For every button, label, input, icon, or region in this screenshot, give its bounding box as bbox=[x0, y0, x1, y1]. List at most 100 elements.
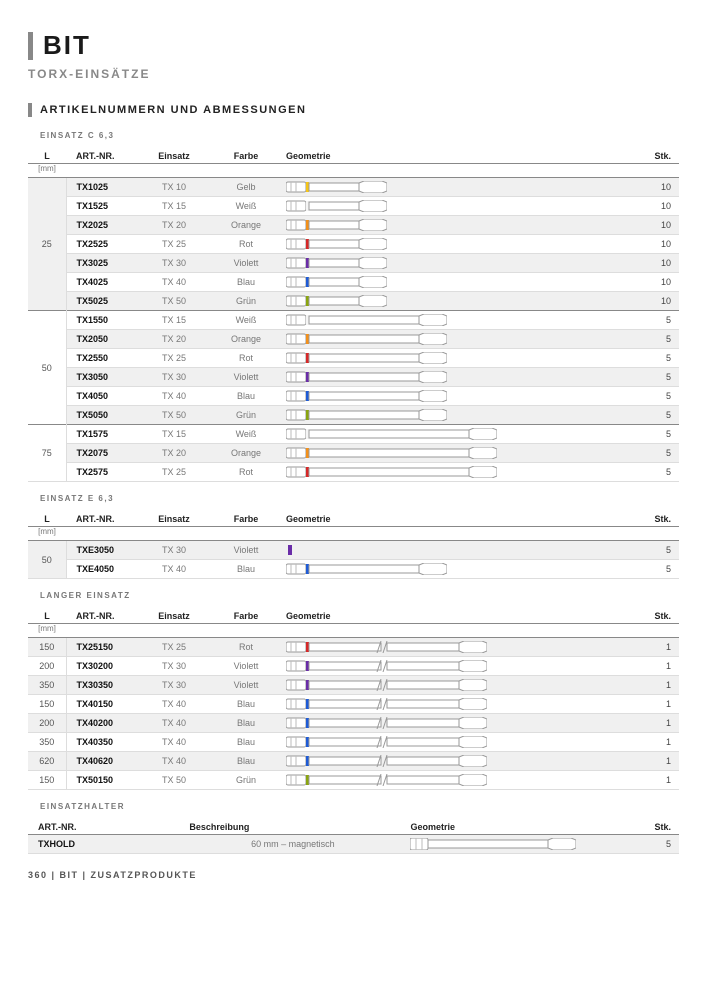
cell-einsatz: TX 25 bbox=[138, 463, 210, 482]
cell-geo bbox=[282, 406, 637, 425]
cell-stk: 1 bbox=[637, 695, 679, 714]
subsection-label: EINSATZHALTER bbox=[40, 802, 679, 811]
cell-einsatz: TX 40 bbox=[138, 733, 210, 752]
cell-einsatz: TX 30 bbox=[138, 541, 210, 560]
col-geo: Geometrie bbox=[282, 146, 637, 164]
cell-farbe: Grün bbox=[210, 406, 282, 425]
table-row: TX3050 TX 30 Violett 5 bbox=[28, 368, 679, 387]
cell-geo bbox=[282, 254, 637, 273]
cell-einsatz: TX 25 bbox=[138, 349, 210, 368]
cell-stk: 5 bbox=[626, 835, 679, 854]
cell-beschr: 60 mm – magnetisch bbox=[179, 835, 406, 854]
cell-einsatz: TX 15 bbox=[138, 197, 210, 216]
cell-farbe: Violett bbox=[210, 368, 282, 387]
cell-stk: 10 bbox=[637, 273, 679, 292]
cell-farbe: Violett bbox=[210, 254, 282, 273]
cell-art: TX3025 bbox=[66, 254, 138, 273]
col-stk: Stk. bbox=[637, 606, 679, 624]
cell-stk: 1 bbox=[637, 657, 679, 676]
cell-art: TXE3050 bbox=[66, 541, 138, 560]
cell-farbe: Rot bbox=[210, 349, 282, 368]
cell-l: 150 bbox=[28, 695, 66, 714]
cell-einsatz: TX 40 bbox=[138, 387, 210, 406]
col-einsatz: Einsatz bbox=[138, 146, 210, 164]
cell-einsatz: TX 40 bbox=[138, 560, 210, 579]
table-row: TX3025 TX 30 Violett 10 bbox=[28, 254, 679, 273]
cell-einsatz: TX 15 bbox=[138, 425, 210, 444]
cell-stk: 5 bbox=[637, 463, 679, 482]
cell-art: TX30200 bbox=[66, 657, 138, 676]
col-farbe: Farbe bbox=[210, 509, 282, 527]
cell-geo bbox=[282, 216, 637, 235]
table-row: 150 TX40150 TX 40 Blau 1 bbox=[28, 695, 679, 714]
data-table: L ART.-NR. Einsatz Farbe Geometrie Stk. … bbox=[28, 146, 679, 482]
cell-art: TX2075 bbox=[66, 444, 138, 463]
cell-geo bbox=[282, 676, 637, 695]
table-row: TX2550 TX 25 Rot 5 bbox=[28, 349, 679, 368]
cell-l: 75 bbox=[28, 425, 66, 482]
cell-farbe: Blau bbox=[210, 387, 282, 406]
data-table: L ART.-NR. Einsatz Farbe Geometrie Stk. … bbox=[28, 509, 679, 579]
table-row: TX2525 TX 25 Rot 10 bbox=[28, 235, 679, 254]
section-title: ARTIKELNUMMERN UND ABMESSUNGEN bbox=[40, 104, 306, 116]
page-subtitle: TORX-EINSÄTZE bbox=[28, 67, 679, 81]
col-beschr: Beschreibung bbox=[179, 817, 406, 835]
cell-einsatz: TX 30 bbox=[138, 254, 210, 273]
table-row: TX2050 TX 20 Orange 5 bbox=[28, 330, 679, 349]
cell-geo bbox=[282, 752, 637, 771]
subsection-label: EINSATZ E 6,3 bbox=[40, 494, 679, 503]
cell-geo bbox=[282, 560, 637, 579]
cell-geo bbox=[282, 695, 637, 714]
title-bar bbox=[28, 32, 33, 60]
page-title: BIT bbox=[43, 30, 91, 61]
cell-farbe: Violett bbox=[210, 676, 282, 695]
cell-geo bbox=[282, 714, 637, 733]
table-row: TX2025 TX 20 Orange 10 bbox=[28, 216, 679, 235]
cell-art: TX3050 bbox=[66, 368, 138, 387]
table-row: TX4050 TX 40 Blau 5 bbox=[28, 387, 679, 406]
cell-farbe: Grün bbox=[210, 771, 282, 790]
cell-stk: 5 bbox=[637, 387, 679, 406]
cell-geo bbox=[282, 387, 637, 406]
col-art: ART.-NR. bbox=[66, 509, 138, 527]
col-geo: Geometrie bbox=[282, 509, 637, 527]
cell-geo bbox=[282, 330, 637, 349]
cell-stk: 5 bbox=[637, 425, 679, 444]
cell-stk: 5 bbox=[637, 349, 679, 368]
cell-art: TX40350 bbox=[66, 733, 138, 752]
col-stk: Stk. bbox=[637, 509, 679, 527]
cell-art: TX50150 bbox=[66, 771, 138, 790]
cell-einsatz: TX 40 bbox=[138, 273, 210, 292]
table-row: 620 TX40620 TX 40 Blau 1 bbox=[28, 752, 679, 771]
cell-einsatz: TX 30 bbox=[138, 676, 210, 695]
cell-farbe: Violett bbox=[210, 541, 282, 560]
cell-geo bbox=[282, 733, 637, 752]
col-geo: Geometrie bbox=[406, 817, 626, 835]
table-row: TX5025 TX 50 Grün 10 bbox=[28, 292, 679, 311]
cell-stk: 10 bbox=[637, 197, 679, 216]
page-footer: 360 | BIT | ZUSATZPRODUKTE bbox=[28, 870, 679, 880]
table-row: TX4025 TX 40 Blau 10 bbox=[28, 273, 679, 292]
cell-l: 50 bbox=[28, 311, 66, 425]
cell-art: TX5025 bbox=[66, 292, 138, 311]
cell-stk: 1 bbox=[637, 714, 679, 733]
cell-geo bbox=[282, 541, 637, 560]
cell-einsatz: TX 50 bbox=[138, 771, 210, 790]
cell-farbe: Rot bbox=[210, 235, 282, 254]
cell-einsatz: TX 25 bbox=[138, 235, 210, 254]
cell-stk: 5 bbox=[637, 311, 679, 330]
page-title-row: BIT bbox=[28, 30, 679, 61]
cell-stk: 10 bbox=[637, 254, 679, 273]
cell-einsatz: TX 25 bbox=[138, 638, 210, 657]
holder-table: ART.-NR. Beschreibung Geometrie Stk. TXH… bbox=[28, 817, 679, 854]
col-einsatz: Einsatz bbox=[138, 509, 210, 527]
col-l: L bbox=[28, 509, 66, 527]
section-header: ARTIKELNUMMERN UND ABMESSUNGEN bbox=[28, 103, 679, 117]
table-row: 75 TX1575 TX 15 Weiß 5 bbox=[28, 425, 679, 444]
cell-farbe: Rot bbox=[210, 638, 282, 657]
cell-l: 25 bbox=[28, 178, 66, 311]
cell-art: TXHOLD bbox=[28, 835, 179, 854]
table-row: TX2575 TX 25 Rot 5 bbox=[28, 463, 679, 482]
cell-art: TX2050 bbox=[66, 330, 138, 349]
cell-art: TX1550 bbox=[66, 311, 138, 330]
